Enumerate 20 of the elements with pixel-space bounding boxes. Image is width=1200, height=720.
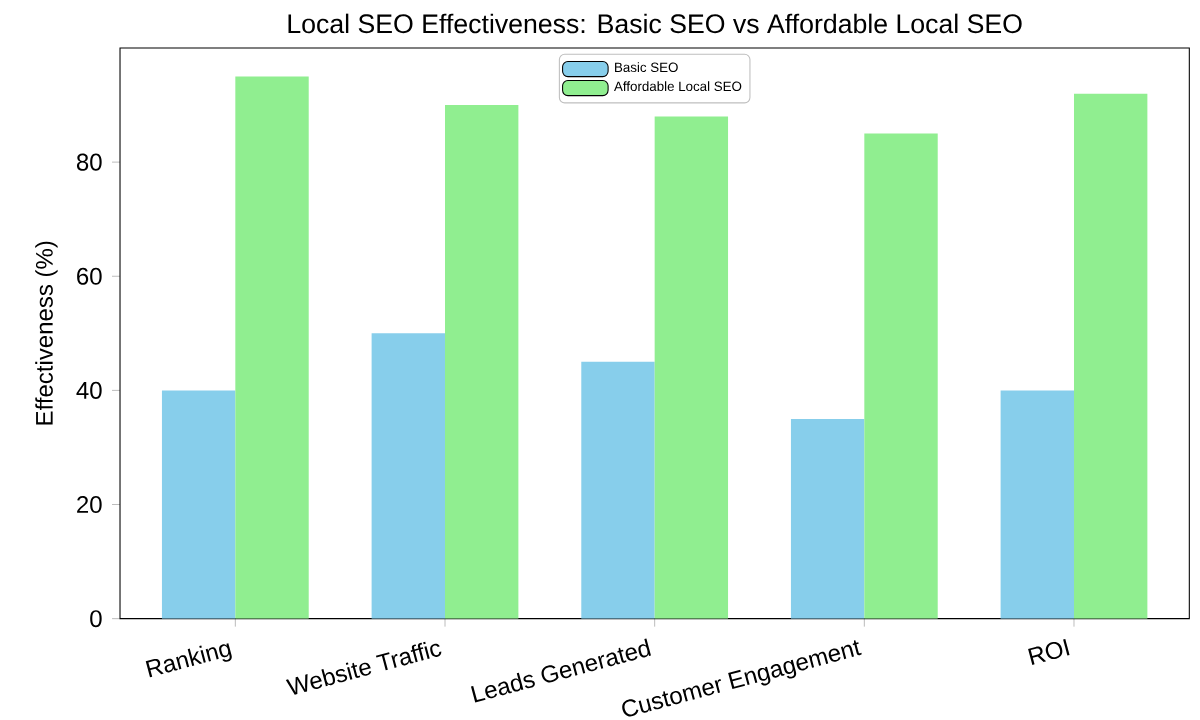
- bar: [864, 133, 938, 619]
- chart-title: Local SEO Effectiveness: Basic SEO vs Affordable Local SEO: [288, 13, 1022, 34]
- bar: [581, 361, 655, 619]
- y-tick-label: 20: [77, 496, 102, 514]
- bar: [1000, 390, 1074, 619]
- x-tick-label: ROI: [1028, 638, 1070, 665]
- x-tick-label: Ranking: [145, 643, 232, 678]
- bar: [445, 105, 519, 619]
- x-tick-label: Website Traffic: [285, 641, 442, 695]
- bar: [654, 116, 729, 619]
- bar: [161, 390, 236, 619]
- y-tick-label: 60: [77, 267, 102, 285]
- y-axis-title: Effectiveness (%): [35, 241, 58, 425]
- y-tick-label: 0: [90, 610, 102, 628]
- bar: [1073, 93, 1148, 619]
- y-tick-label: 40: [76, 381, 102, 399]
- y-tick-label: 80: [76, 153, 102, 171]
- bar: [790, 418, 865, 619]
- bar: [235, 76, 309, 619]
- bar: [371, 333, 445, 619]
